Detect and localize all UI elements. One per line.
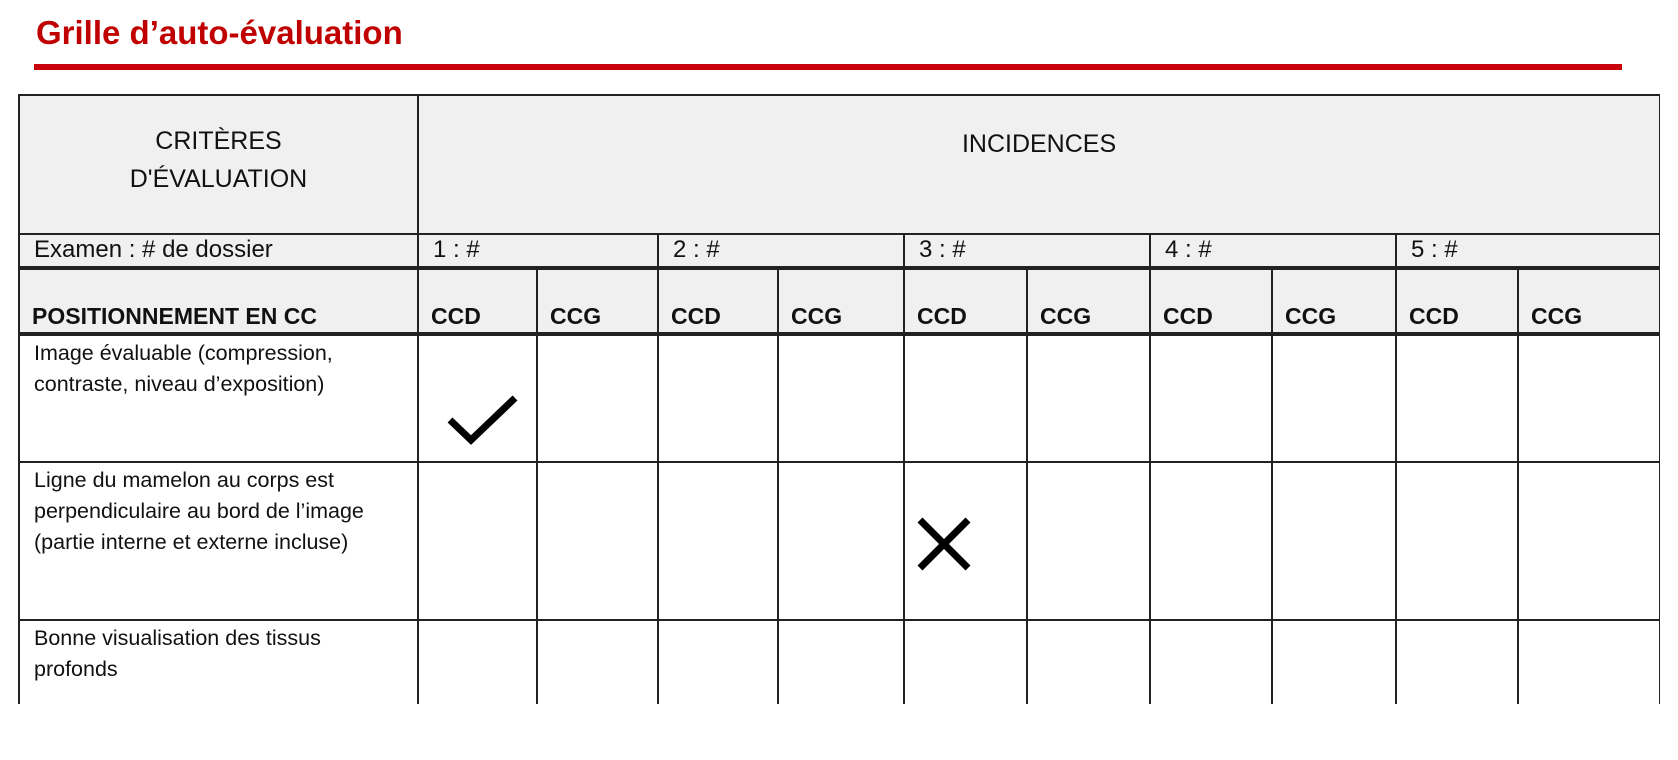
view-ccg: CCG	[777, 267, 905, 336]
evaluation-cell[interactable]	[657, 333, 779, 463]
evaluation-cell[interactable]	[1395, 461, 1519, 621]
exam-2: 2 : #	[657, 233, 905, 270]
criteria-header: CRITÈRES D'ÉVALUATION	[18, 94, 419, 235]
criteria-row: Ligne du mamelon au corps est perpendicu…	[18, 461, 1660, 621]
exam-5: 5 : #	[1394, 233, 1660, 270]
evaluation-cell[interactable]	[1026, 461, 1151, 621]
view-ccg: CCG	[536, 267, 659, 336]
evaluation-cell[interactable]	[777, 619, 905, 704]
evaluation-cell[interactable]	[657, 619, 779, 704]
exam-label: Examen : # de dossier	[18, 233, 419, 270]
criteria-row: Bonne visualisation des tissus profonds	[18, 619, 1660, 704]
evaluation-cell[interactable]	[1516, 461, 1660, 621]
evaluation-cell[interactable]	[1026, 619, 1151, 704]
evaluation-cell[interactable]	[1149, 333, 1273, 463]
self-evaluation-grid: CRITÈRES D'ÉVALUATION INCIDENCES Examen …	[18, 94, 1660, 704]
evaluation-cell[interactable]	[1516, 619, 1660, 704]
evaluation-cell[interactable]	[1026, 333, 1151, 463]
evaluation-cell[interactable]	[1149, 461, 1273, 621]
exam-4: 4 : #	[1149, 233, 1397, 270]
view-ccg: CCG	[1271, 267, 1397, 336]
exam-1: 1 : #	[417, 233, 659, 270]
exam-3: 3 : #	[903, 233, 1151, 270]
evaluation-cell[interactable]	[1516, 333, 1660, 463]
evaluation-cell[interactable]	[777, 461, 905, 621]
evaluation-cell[interactable]	[1271, 333, 1397, 463]
evaluation-cell[interactable]	[657, 461, 779, 621]
evaluation-cell[interactable]	[1271, 461, 1397, 621]
evaluation-cell[interactable]	[903, 333, 1028, 463]
evaluation-cell[interactable]	[417, 461, 538, 621]
evaluation-cell[interactable]	[1395, 619, 1519, 704]
evaluation-cell[interactable]	[1395, 333, 1519, 463]
evaluation-cell[interactable]	[1271, 619, 1397, 704]
evaluation-cell[interactable]	[1149, 619, 1273, 704]
view-ccd: CCD	[1149, 267, 1273, 336]
evaluation-cell[interactable]	[417, 333, 538, 463]
evaluation-cell[interactable]	[777, 333, 905, 463]
evaluation-cell[interactable]	[903, 461, 1028, 621]
title-underline	[34, 64, 1622, 70]
criteria-label: Image évaluable (compression, contraste,…	[18, 333, 419, 463]
check-icon	[447, 395, 518, 445]
evaluation-cell[interactable]	[536, 619, 659, 704]
positioning-label: POSITIONNEMENT EN CC	[18, 267, 419, 336]
criteria-label: Bonne visualisation des tissus profonds	[18, 619, 419, 704]
view-ccd: CCD	[417, 267, 538, 336]
criteria-row: Image évaluable (compression, contraste,…	[18, 333, 1660, 463]
cross-icon	[917, 517, 971, 571]
page-title: Grille d’auto-évaluation	[36, 14, 403, 51]
view-ccd: CCD	[1395, 267, 1519, 336]
view-ccd: CCD	[657, 267, 779, 336]
evaluation-cell[interactable]	[536, 461, 659, 621]
view-ccg: CCG	[1026, 267, 1151, 336]
view-ccd: CCD	[903, 267, 1028, 336]
evaluation-cell[interactable]	[903, 619, 1028, 704]
criteria-label: Ligne du mamelon au corps est perpendicu…	[18, 461, 419, 621]
evaluation-cell[interactable]	[536, 333, 659, 463]
incidences-header: INCIDENCES	[416, 94, 1660, 235]
evaluation-cell[interactable]	[417, 619, 538, 704]
view-ccg: CCG	[1516, 267, 1660, 336]
